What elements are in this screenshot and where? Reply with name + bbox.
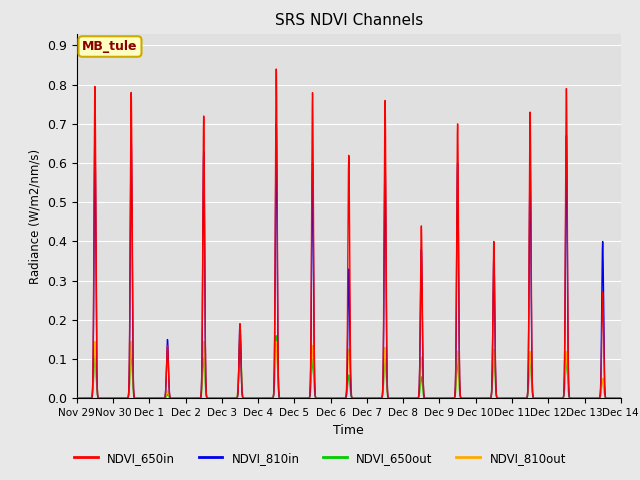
NDVI_810in	[615, 396, 623, 401]
NDVI_810in	[424, 396, 431, 401]
NDVI_650in	[424, 396, 431, 401]
NDVI_810out	[189, 396, 197, 401]
NDVI_810in	[273, 121, 280, 127]
NDVI_650out	[615, 396, 623, 401]
NDVI_810in	[617, 396, 625, 401]
NDVI_810in	[189, 396, 197, 401]
NDVI_810out	[501, 396, 509, 401]
NDVI_650in	[615, 396, 623, 401]
NDVI_810in	[501, 396, 509, 401]
NDVI_650in	[189, 396, 197, 401]
NDVI_810out	[276, 396, 284, 401]
NDVI_810in	[184, 396, 191, 401]
NDVI_810out	[236, 335, 244, 340]
NDVI_650in	[276, 396, 284, 401]
Y-axis label: Radiance (W/m2/nm/s): Radiance (W/m2/nm/s)	[29, 148, 42, 284]
Title: SRS NDVI Channels: SRS NDVI Channels	[275, 13, 423, 28]
NDVI_650in	[273, 66, 280, 72]
NDVI_650in	[184, 396, 191, 401]
Line: NDVI_810in: NDVI_810in	[77, 124, 621, 398]
NDVI_810out	[615, 396, 623, 401]
NDVI_810out	[184, 396, 191, 401]
NDVI_650out	[617, 396, 625, 401]
NDVI_810out	[73, 396, 81, 401]
NDVI_810in	[276, 396, 284, 401]
NDVI_650out	[276, 396, 284, 401]
NDVI_650out	[73, 396, 81, 401]
NDVI_650in	[73, 396, 81, 401]
Line: NDVI_810out: NDVI_810out	[77, 337, 621, 398]
NDVI_650out	[424, 396, 431, 401]
NDVI_650out	[501, 396, 509, 401]
NDVI_650out	[189, 396, 197, 401]
NDVI_650in	[501, 396, 509, 401]
NDVI_650out	[184, 396, 191, 401]
NDVI_650out	[236, 333, 244, 338]
Line: NDVI_650in: NDVI_650in	[77, 69, 621, 398]
Text: MB_tule: MB_tule	[82, 40, 138, 53]
Line: NDVI_650out: NDVI_650out	[77, 336, 621, 398]
NDVI_810out	[617, 396, 625, 401]
X-axis label: Time: Time	[333, 424, 364, 437]
Legend: NDVI_650in, NDVI_810in, NDVI_650out, NDVI_810out: NDVI_650in, NDVI_810in, NDVI_650out, NDV…	[69, 447, 571, 469]
NDVI_810in	[73, 396, 81, 401]
NDVI_810out	[424, 396, 431, 401]
NDVI_650in	[617, 396, 625, 401]
